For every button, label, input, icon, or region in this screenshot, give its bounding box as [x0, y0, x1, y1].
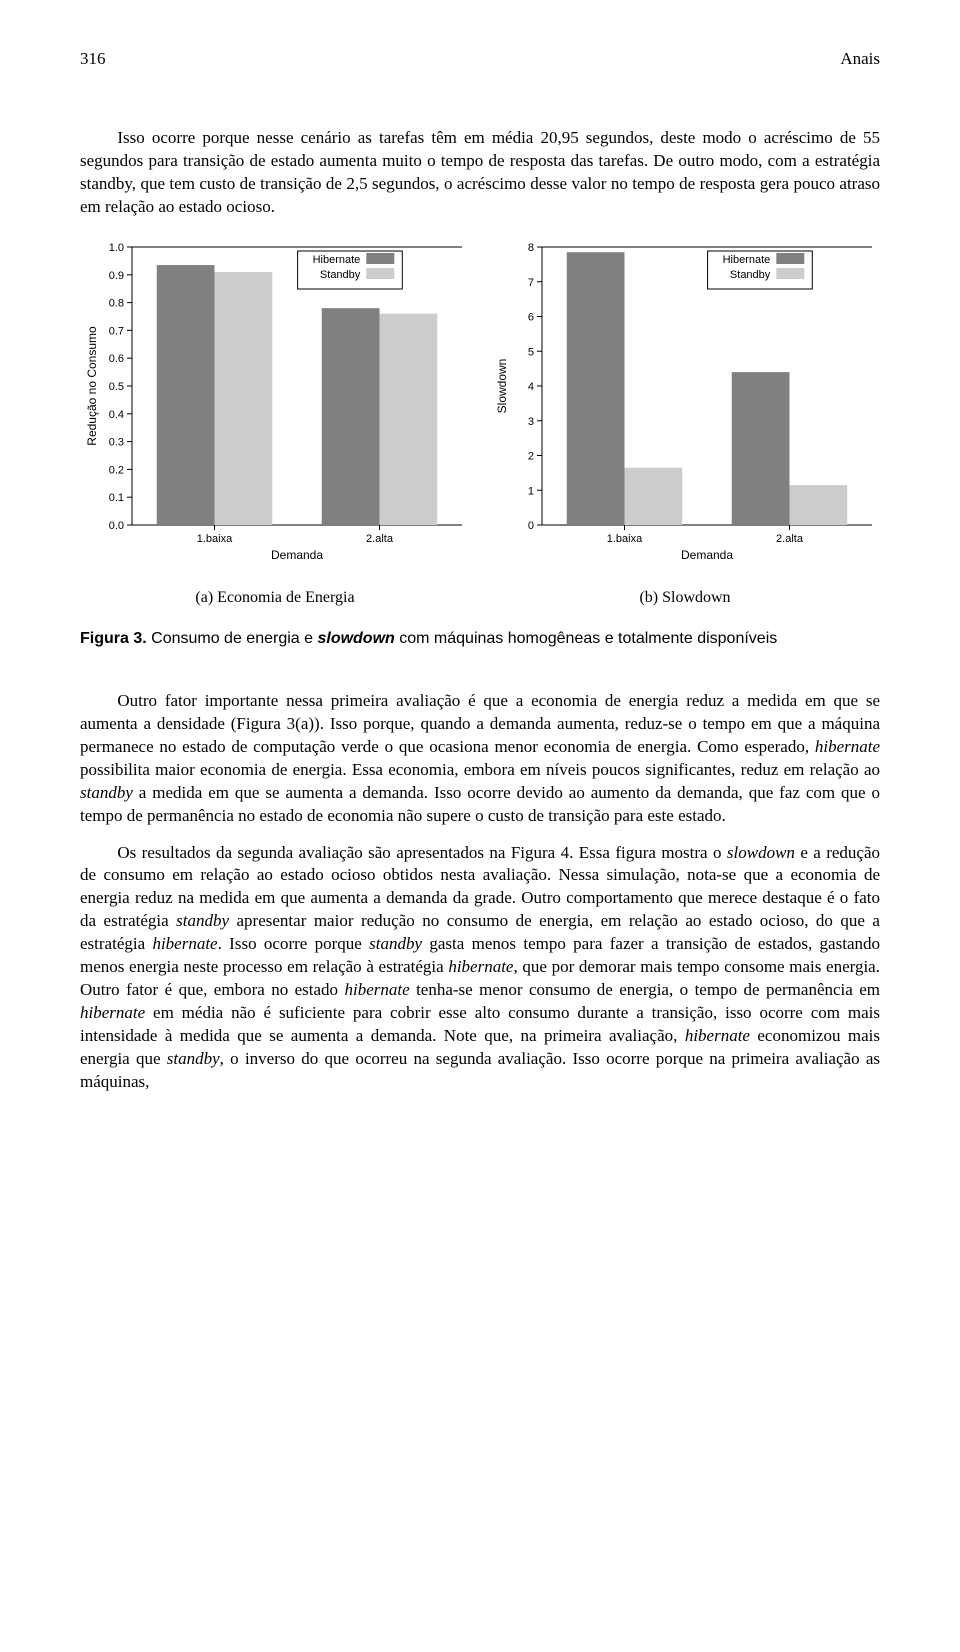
svg-text:Standby: Standby — [730, 269, 771, 281]
svg-text:0.8: 0.8 — [109, 297, 124, 309]
svg-text:0.4: 0.4 — [109, 408, 124, 420]
body-paragraph-2: Os resultados da segunda avaliação são a… — [80, 842, 880, 1094]
svg-text:0.5: 0.5 — [109, 381, 124, 393]
figure-caption-lead: Figura 3. — [80, 630, 147, 647]
svg-text:Demanda: Demanda — [271, 548, 323, 562]
svg-text:0: 0 — [528, 520, 534, 532]
svg-text:1: 1 — [528, 485, 534, 497]
svg-text:8: 8 — [528, 242, 534, 254]
figure-3-caption: Figura 3. Consumo de energia e slowdown … — [80, 628, 880, 650]
svg-text:0.7: 0.7 — [109, 325, 124, 337]
figure-3-charts: 0.0 0.1 0.2 0.3 0.4 0.5 0.6 0.7 0.8 0.9 1.0 Redução… — [80, 239, 880, 569]
svg-text:0.2: 0.2 — [109, 464, 124, 476]
chart-a-svg: 0.0 0.1 0.2 0.3 0.4 0.5 0.6 0.7 0.8 0.9 1.0 Redução… — [80, 239, 470, 569]
svg-text:0.9: 0.9 — [109, 269, 124, 281]
svg-text:5: 5 — [528, 346, 534, 358]
svg-text:Demanda: Demanda — [681, 548, 733, 562]
svg-text:0.1: 0.1 — [109, 492, 124, 504]
chart-b-svg: 0 1 2 3 4 5 6 7 8 Slowdown 1.baixa 2.alta Demanda Hib… — [490, 239, 880, 569]
running-head: Anais — [840, 48, 880, 71]
svg-text:Redução no Consumo: Redução no Consumo — [85, 326, 99, 446]
svg-text:2.alta: 2.alta — [776, 533, 804, 545]
svg-text:2: 2 — [528, 450, 534, 462]
intro-paragraph: Isso ocorre porque nesse cenário as tare… — [80, 127, 880, 219]
running-header: 316 Anais — [80, 48, 880, 71]
svg-text:0.0: 0.0 — [109, 520, 124, 532]
chart-b-container: 0 1 2 3 4 5 6 7 8 Slowdown 1.baixa 2.alta Demanda Hib… — [490, 239, 880, 569]
svg-text:1.baixa: 1.baixa — [197, 533, 233, 545]
svg-text:0.3: 0.3 — [109, 436, 124, 448]
subcaption-a: (a) Economia de Energia — [80, 587, 480, 609]
svg-text:1.baixa: 1.baixa — [607, 533, 643, 545]
subcaption-b: (b) Slowdown — [480, 587, 880, 609]
svg-text:1.0: 1.0 — [109, 242, 124, 254]
svg-text:Hibernate: Hibernate — [313, 254, 361, 266]
svg-text:3: 3 — [528, 415, 534, 427]
svg-text:4: 4 — [528, 381, 534, 393]
svg-text:2.alta: 2.alta — [366, 533, 394, 545]
svg-text:Slowdown: Slowdown — [495, 358, 509, 413]
page-number: 316 — [80, 48, 106, 71]
svg-text:Hibernate: Hibernate — [723, 254, 771, 266]
svg-text:0.6: 0.6 — [109, 353, 124, 365]
body-paragraph-1: Outro fator importante nessa primeira av… — [80, 690, 880, 828]
svg-text:7: 7 — [528, 276, 534, 288]
svg-text:Standby: Standby — [320, 269, 361, 281]
figure-3-subcaptions: (a) Economia de Energia (b) Slowdown — [80, 587, 880, 609]
figure-caption-text: Consumo de energia e slowdown com máquin… — [147, 630, 778, 647]
chart-a-container: 0.0 0.1 0.2 0.3 0.4 0.5 0.6 0.7 0.8 0.9 1.0 Redução… — [80, 239, 470, 569]
svg-text:6: 6 — [528, 311, 534, 323]
